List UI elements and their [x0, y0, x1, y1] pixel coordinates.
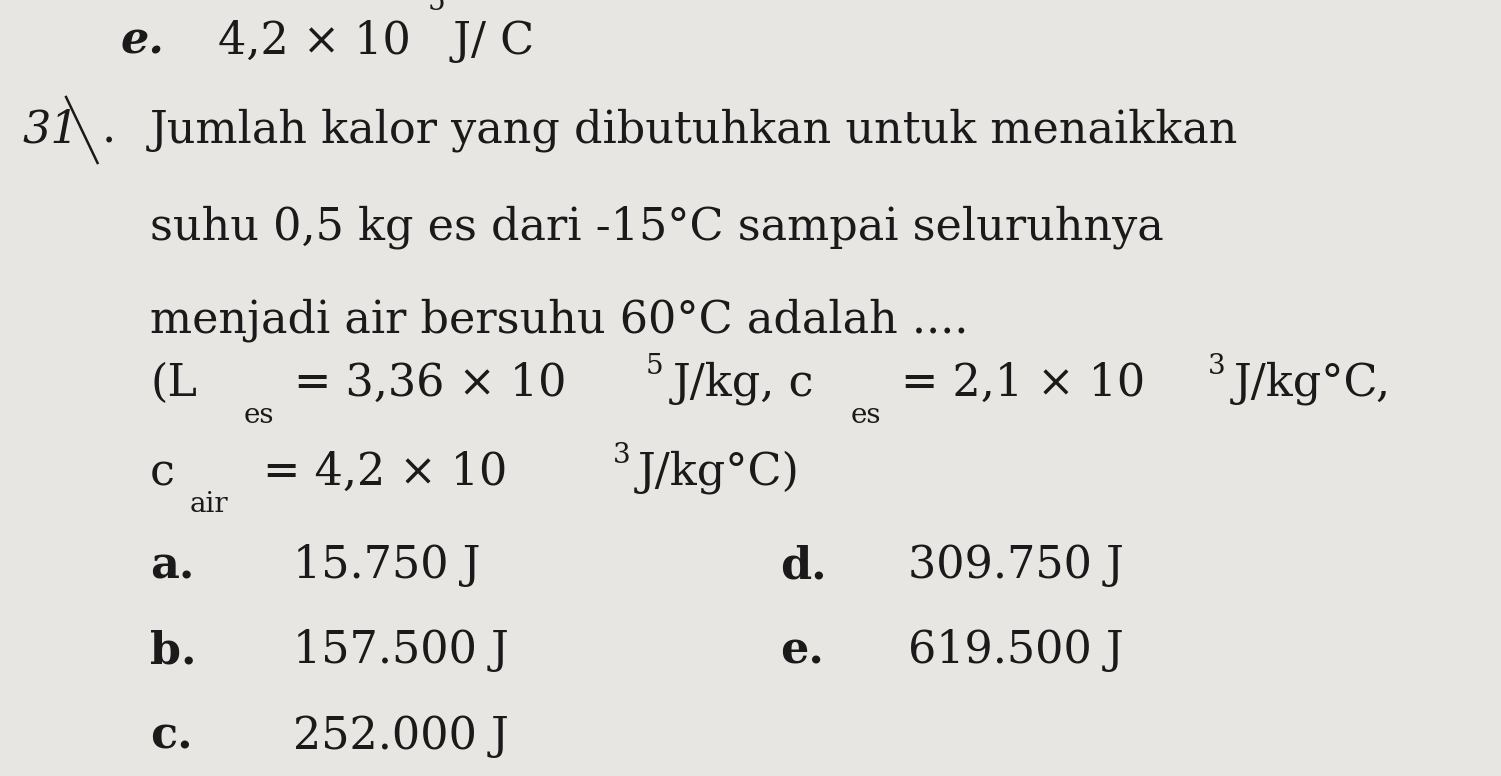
- Text: 5: 5: [645, 353, 663, 380]
- Text: = 4,2 × 10: = 4,2 × 10: [263, 451, 507, 494]
- Text: 5: 5: [428, 0, 446, 16]
- Text: 157.500 J: 157.500 J: [293, 629, 509, 673]
- Text: a.: a.: [150, 544, 195, 587]
- Text: c: c: [150, 451, 176, 494]
- Text: 619.500 J: 619.500 J: [908, 629, 1124, 673]
- Text: Jumlah kalor yang dibutuhkan untuk menaikkan: Jumlah kalor yang dibutuhkan untuk menai…: [150, 109, 1238, 152]
- Text: J/kg°C,: J/kg°C,: [1234, 362, 1391, 405]
- Text: 252.000 J: 252.000 J: [293, 715, 509, 758]
- Text: air: air: [189, 491, 228, 518]
- Text: = 3,36 × 10: = 3,36 × 10: [294, 362, 567, 405]
- Text: es: es: [851, 402, 881, 429]
- Text: .: .: [102, 109, 116, 152]
- Text: 4,2 × 10   J/ C: 4,2 × 10 J/ C: [218, 19, 534, 63]
- Text: J/kg°C): J/kg°C): [638, 451, 800, 494]
- Text: e.: e.: [120, 19, 164, 62]
- Text: 31: 31: [23, 109, 80, 152]
- Text: (L: (L: [150, 362, 197, 405]
- Text: 15.750 J: 15.750 J: [293, 544, 480, 587]
- Text: J/kg, c: J/kg, c: [672, 362, 814, 405]
- Text: d.: d.: [781, 544, 827, 587]
- Text: = 2,1 × 10: = 2,1 × 10: [901, 362, 1145, 405]
- Text: 3: 3: [1208, 353, 1226, 380]
- Text: menjadi air bersuhu 60°C adalah ....: menjadi air bersuhu 60°C adalah ....: [150, 299, 968, 342]
- Text: 3: 3: [612, 442, 630, 469]
- Text: suhu 0,5 kg es dari -15°C sampai seluruhnya: suhu 0,5 kg es dari -15°C sampai seluruh…: [150, 206, 1163, 249]
- Text: 309.750 J: 309.750 J: [908, 544, 1124, 587]
- Text: b.: b.: [150, 629, 197, 673]
- Text: e.: e.: [781, 629, 824, 673]
- Text: es: es: [243, 402, 273, 429]
- Text: c.: c.: [150, 715, 192, 758]
